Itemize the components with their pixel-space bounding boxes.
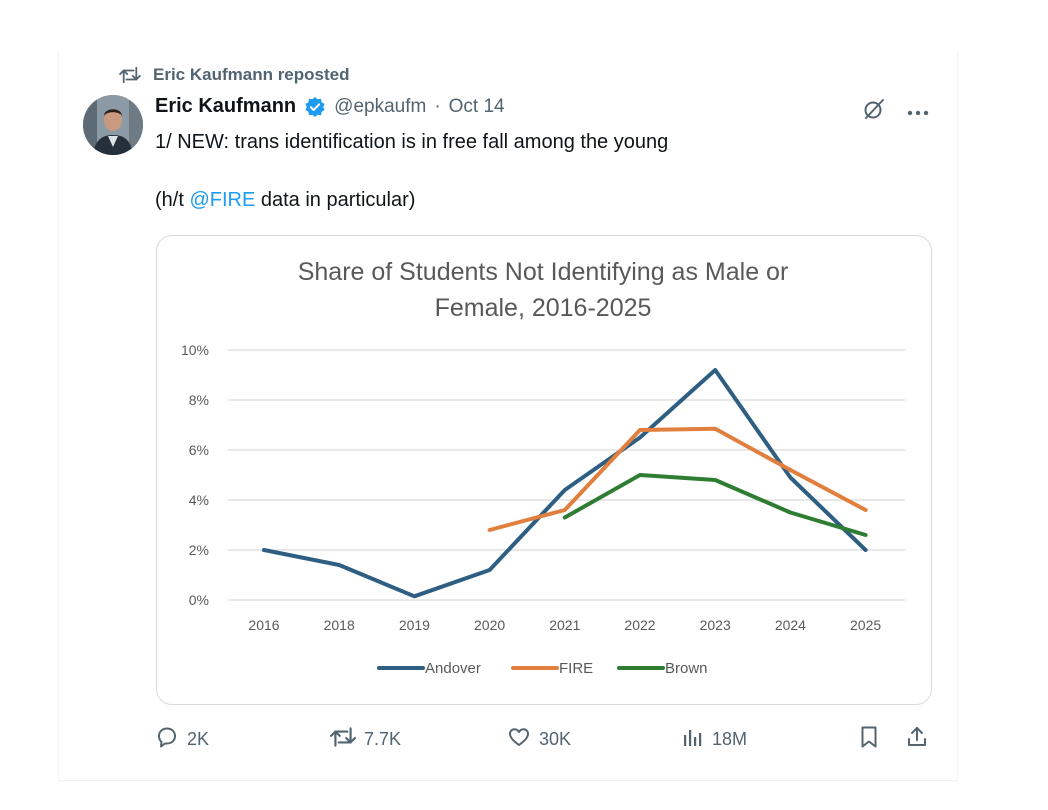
bookmark-icon xyxy=(859,725,879,754)
x-tick-label: 2023 xyxy=(700,617,731,633)
repost-button[interactable]: 7.7K xyxy=(330,724,401,754)
heart-icon xyxy=(507,725,531,754)
author-handle[interactable]: @epkaufm xyxy=(334,95,427,117)
share-button[interactable] xyxy=(905,724,929,754)
tweet-line-2: (h/t @FIRE data in particular) xyxy=(155,186,915,214)
x-tick-label: 2025 xyxy=(850,617,881,633)
repost-action-icon xyxy=(330,726,356,753)
repost-icon xyxy=(119,66,141,84)
y-tick-label: 10% xyxy=(181,342,209,358)
reply-icon xyxy=(155,725,179,754)
legend-label-fire: FIRE xyxy=(559,660,593,677)
tweet-line-2-prefix: (h/t xyxy=(155,189,190,211)
repost-indicator[interactable]: Eric Kaufmann reposted xyxy=(119,65,350,85)
grok-icon[interactable] xyxy=(861,96,887,127)
tweet-top-icons xyxy=(861,96,929,127)
series-line-andover xyxy=(262,368,868,599)
chart-title-line: Share of Students Not Identifying as Mal… xyxy=(298,258,789,286)
x-tick-label: 2021 xyxy=(549,617,580,633)
line-chart: Share of Students Not Identifying as Mal… xyxy=(181,258,905,677)
tweet-date[interactable]: Oct 14 xyxy=(448,95,505,117)
tweet-text: 1/ NEW: trans identification is in free … xyxy=(155,128,915,214)
legend-label-andover: Andover xyxy=(425,660,481,677)
avatar[interactable] xyxy=(83,95,143,155)
views-count: 18M xyxy=(712,728,748,749)
verified-badge-icon xyxy=(304,96,326,118)
action-bar: 2K 7.7K 30K xyxy=(155,724,935,754)
x-tick-label: 2016 xyxy=(248,617,279,633)
date-separator: · xyxy=(434,95,441,117)
mention-link[interactable]: @FIRE xyxy=(189,189,256,211)
views-button[interactable]: 18M xyxy=(682,724,747,754)
reply-count: 2K xyxy=(187,728,210,749)
y-tick-label: 0% xyxy=(189,592,209,608)
chart-title-line: Female, 2016-2025 xyxy=(435,294,652,322)
more-options-icon[interactable] xyxy=(907,103,929,121)
like-button[interactable]: 30K xyxy=(507,724,571,754)
x-tick-label: 2020 xyxy=(474,617,505,633)
x-tick-label: 2024 xyxy=(775,617,806,633)
reply-button[interactable]: 2K xyxy=(155,724,209,754)
tweet-line-2-suffix: data in particular) xyxy=(255,189,416,211)
bookmark-button[interactable] xyxy=(859,724,879,754)
x-tick-label: 2022 xyxy=(624,617,655,633)
views-chart-icon xyxy=(682,726,704,753)
chart-image[interactable]: Share of Students Not Identifying as Mal… xyxy=(156,235,932,705)
tweet-line-1: 1/ NEW: trans identification is in free … xyxy=(155,131,669,153)
author-name[interactable]: Eric Kaufmann xyxy=(155,95,297,117)
share-icon xyxy=(905,725,929,754)
series-line-fire xyxy=(487,426,868,532)
x-tick-label: 2018 xyxy=(324,617,355,633)
tweet-header: Eric Kaufmann @epkaufm · Oct 14 xyxy=(155,95,505,118)
x-tick-label: 2019 xyxy=(399,617,430,633)
y-tick-label: 6% xyxy=(189,442,209,458)
series-line-brown xyxy=(562,473,868,537)
tweet-card[interactable]: Eric Kaufmann reposted Eric Kaufmann @ep… xyxy=(58,52,958,781)
y-tick-label: 4% xyxy=(189,492,209,508)
repost-label: Eric Kaufmann reposted xyxy=(153,65,350,84)
legend-label-brown: Brown xyxy=(665,660,708,677)
like-count: 30K xyxy=(539,728,572,749)
y-tick-label: 2% xyxy=(189,542,209,558)
y-tick-label: 8% xyxy=(189,392,209,408)
repost-count: 7.7K xyxy=(364,728,402,749)
